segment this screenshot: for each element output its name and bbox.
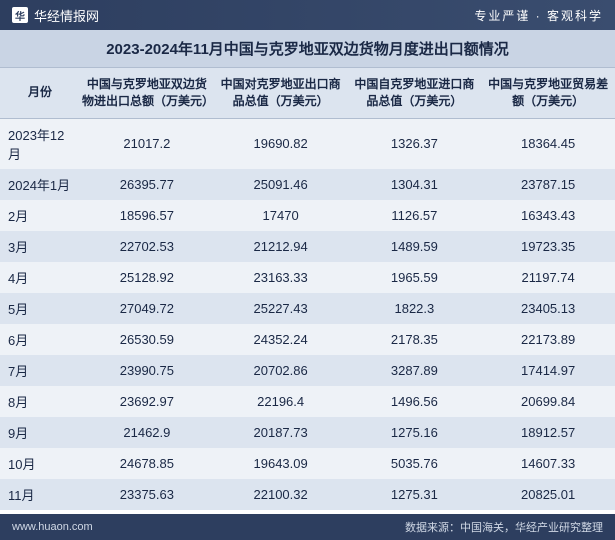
- table-row: 2023年12月21017.219690.821326.3718364.45: [0, 118, 615, 169]
- cell: 23692.97: [80, 386, 214, 417]
- cell: 27049.72: [80, 293, 214, 324]
- data-table: 月份 中国与克罗地亚双边货物进出口总额（万美元） 中国对克罗地亚出口商品总值（万…: [0, 68, 615, 510]
- cell: 23163.33: [214, 262, 348, 293]
- cell: 17414.97: [481, 355, 615, 386]
- cell: 24352.24: [214, 324, 348, 355]
- cell: 25128.92: [80, 262, 214, 293]
- cell: 23375.63: [80, 479, 214, 510]
- cell: 2023年12月: [0, 118, 80, 169]
- cell: 22173.89: [481, 324, 615, 355]
- data-table-container: 月份 中国与克罗地亚双边货物进出口总额（万美元） 中国对克罗地亚出口商品总值（万…: [0, 68, 615, 510]
- cell: 23405.13: [481, 293, 615, 324]
- cell: 23990.75: [80, 355, 214, 386]
- table-row: 8月23692.9722196.41496.5620699.84: [0, 386, 615, 417]
- table-row: 7月23990.7520702.863287.8917414.97: [0, 355, 615, 386]
- cell: 25227.43: [214, 293, 348, 324]
- cell: 22100.32: [214, 479, 348, 510]
- cell: 20825.01: [481, 479, 615, 510]
- cell: 6月: [0, 324, 80, 355]
- cell: 20702.86: [214, 355, 348, 386]
- cell: 25091.46: [214, 169, 348, 200]
- table-row: 2月18596.57174701126.5716343.43: [0, 200, 615, 231]
- cell: 23787.15: [481, 169, 615, 200]
- table-row: 2024年1月26395.7725091.461304.3123787.15: [0, 169, 615, 200]
- footer-site: www.huaon.com: [12, 521, 93, 533]
- cell: 21212.94: [214, 231, 348, 262]
- cell: 18596.57: [80, 200, 214, 231]
- cell: 1304.31: [348, 169, 482, 200]
- cell: 26530.59: [80, 324, 214, 355]
- cell: 19643.09: [214, 448, 348, 479]
- cell: 1326.37: [348, 118, 482, 169]
- header-tagline: 专业严谨 · 客观科学: [474, 7, 603, 24]
- footer-bar: www.huaon.com 数据来源：中国海关，华经产业研究整理: [0, 514, 615, 540]
- col-header: 中国与克罗地亚双边货物进出口总额（万美元）: [80, 68, 214, 118]
- table-row: 11月23375.6322100.321275.3120825.01: [0, 479, 615, 510]
- cell: 7月: [0, 355, 80, 386]
- cell: 18364.45: [481, 118, 615, 169]
- footer-source: 数据来源：中国海关，华经产业研究整理: [405, 519, 603, 535]
- cell: 11月: [0, 479, 80, 510]
- cell: 20187.73: [214, 417, 348, 448]
- cell: 5月: [0, 293, 80, 324]
- cell: 26395.77: [80, 169, 214, 200]
- cell: 1822.3: [348, 293, 482, 324]
- col-header: 月份: [0, 68, 80, 118]
- table-header-row: 月份 中国与克罗地亚双边货物进出口总额（万美元） 中国对克罗地亚出口商品总值（万…: [0, 68, 615, 118]
- cell: 9月: [0, 417, 80, 448]
- cell: 2024年1月: [0, 169, 80, 200]
- brand-text: 华经情报网: [34, 6, 99, 25]
- table-row: 3月22702.5321212.941489.5919723.35: [0, 231, 615, 262]
- cell: 24678.85: [80, 448, 214, 479]
- cell: 2月: [0, 200, 80, 231]
- cell: 20699.84: [481, 386, 615, 417]
- cell: 1275.16: [348, 417, 482, 448]
- col-header: 中国自克罗地亚进口商品总值（万美元）: [348, 68, 482, 118]
- col-header: 中国与克罗地亚贸易差额（万美元）: [481, 68, 615, 118]
- logo-icon: 华: [12, 7, 28, 23]
- table-row: 4月25128.9223163.331965.5921197.74: [0, 262, 615, 293]
- table-row: 10月24678.8519643.095035.7614607.33: [0, 448, 615, 479]
- cell: 1275.31: [348, 479, 482, 510]
- cell: 22196.4: [214, 386, 348, 417]
- cell: 18912.57: [481, 417, 615, 448]
- cell: 1965.59: [348, 262, 482, 293]
- cell: 4月: [0, 262, 80, 293]
- cell: 19723.35: [481, 231, 615, 262]
- cell: 3月: [0, 231, 80, 262]
- col-header: 中国对克罗地亚出口商品总值（万美元）: [214, 68, 348, 118]
- cell: 17470: [214, 200, 348, 231]
- cell: 21017.2: [80, 118, 214, 169]
- cell: 1126.57: [348, 200, 482, 231]
- cell: 21462.9: [80, 417, 214, 448]
- table-row: 5月27049.7225227.431822.323405.13: [0, 293, 615, 324]
- cell: 1489.59: [348, 231, 482, 262]
- table-body: 2023年12月21017.219690.821326.3718364.45 2…: [0, 118, 615, 510]
- table-row: 6月26530.5924352.242178.3522173.89: [0, 324, 615, 355]
- table-row: 9月21462.920187.731275.1618912.57: [0, 417, 615, 448]
- cell: 16343.43: [481, 200, 615, 231]
- cell: 14607.33: [481, 448, 615, 479]
- cell: 19690.82: [214, 118, 348, 169]
- cell: 2178.35: [348, 324, 482, 355]
- cell: 10月: [0, 448, 80, 479]
- cell: 22702.53: [80, 231, 214, 262]
- cell: 5035.76: [348, 448, 482, 479]
- header-brand: 华 华经情报网: [12, 6, 99, 25]
- header-bar: 华 华经情报网 专业严谨 · 客观科学: [0, 0, 615, 30]
- cell: 1496.56: [348, 386, 482, 417]
- cell: 8月: [0, 386, 80, 417]
- cell: 3287.89: [348, 355, 482, 386]
- page-title: 2023-2024年11月中国与克罗地亚双边货物月度进出口额情况: [0, 30, 615, 68]
- cell: 21197.74: [481, 262, 615, 293]
